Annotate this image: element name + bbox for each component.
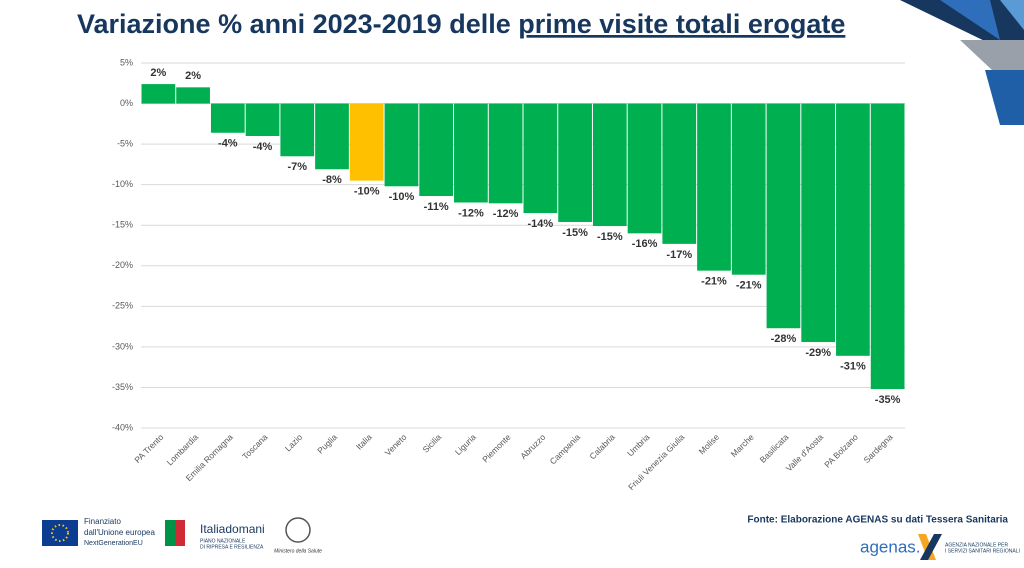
y-tick-label: -40% [112,422,133,432]
eu-stars [51,524,69,542]
data-label: 2% [150,67,166,79]
y-tick-label: -15% [112,220,133,230]
bar [349,103,384,181]
agenas-logo: agenas. [860,537,921,556]
y-tick-label: -10% [112,179,133,189]
x-tick-label: Lombardia [165,432,201,468]
data-label: -4% [218,138,238,150]
bar [766,103,801,329]
bar [836,103,870,356]
bar [315,103,349,170]
bar [558,103,592,222]
y-tick-label: -30% [112,341,133,351]
data-label: -29% [805,347,831,359]
decoration [985,70,1024,125]
chart-title: Variazione % anni 2023-2019 delle prime … [77,9,845,39]
x-tick-label: Valle d'Aosta [784,432,826,474]
bar [662,103,697,244]
data-label: -12% [493,208,519,220]
logo-text: Italiadomani [200,522,265,536]
data-label: -10% [389,191,415,203]
x-tick-label: Molise [697,432,722,457]
data-label: -17% [666,249,692,261]
data-label: -11% [424,201,449,213]
data-label: -15% [562,227,588,239]
x-tick-label: Piemonte [480,432,513,465]
bar [210,103,245,133]
logo-text: PIANO NAZIONALE [200,538,246,544]
data-label: -31% [840,361,866,373]
logo-flag [175,520,185,546]
bar [697,103,731,271]
x-tick-label: Toscana [240,432,270,462]
bar [870,103,905,390]
bar [245,103,280,136]
x-tick-label: Basilicata [758,432,791,465]
x-tick-label: Italia [354,432,374,452]
x-tick-label: Sicilia [420,432,443,455]
eu-flag [42,520,78,546]
data-label: -8% [322,174,342,186]
x-tick-label: Veneto [383,432,409,458]
y-tick-label: -20% [112,260,133,270]
bar [141,84,176,104]
bar [384,103,419,187]
bar [801,103,836,343]
bar [592,103,627,227]
y-tick-label: 0% [120,98,133,108]
x-tick-label: Marche [729,432,756,459]
x-tick-label: Calabria [587,432,617,462]
x-tick-label: Lazio [283,432,305,454]
y-tick-label: 5% [120,57,133,67]
data-label: -7% [287,161,307,173]
agenas-text: AGENZIA NAZIONALE PER [945,542,1008,548]
logo-text: DI RIPRESA E RESILIENZA [200,544,264,550]
data-label: -16% [632,238,658,250]
bar [419,103,454,197]
emblem [285,517,311,543]
data-label: -4% [253,141,273,153]
data-label: -14% [528,218,554,230]
x-tick-label: Liguria [453,432,478,457]
decoration [1000,0,1024,30]
data-label: -10% [354,186,380,198]
y-tick-label: -25% [112,301,133,311]
logo-flag [165,520,175,546]
x-tick-label: Abruzzo [518,432,547,461]
bar [488,103,523,204]
data-label: -12% [458,207,484,219]
eu-text: NextGenerationEU [84,540,143,547]
plot: 5% 0% -5% -10% -15% -20% -25% -30% -35% -40%PA Tr… [112,57,905,492]
bar [454,103,488,203]
y-tick-label: -5% [117,138,133,148]
data-label: -21% [736,280,762,292]
x-tick-label: PA Bolzano [822,432,860,470]
bar [523,103,558,214]
x-tick-label: Umbria [625,432,652,459]
eu-text: dall'Unione europea [84,528,155,537]
agenas-mark [920,534,942,560]
bar [280,103,315,157]
data-label: -28% [771,333,797,345]
decoration [940,0,1000,40]
x-tick-label: PA Trento [132,432,165,465]
y-tick-label: -35% [112,382,133,392]
source: Fonte: Elaborazione AGENAS su dati Tesse… [747,515,1008,526]
logo-text: Ministero della Salute [274,548,322,554]
data-label: -15% [597,231,623,243]
bar [731,103,766,275]
bar [176,87,210,104]
bar [627,103,662,234]
x-tick-label: Sardegna [861,432,894,465]
data-label: -21% [701,276,727,288]
x-tick-label: Puglia [315,432,339,456]
agenas-text: I SERVIZI SANITARI REGIONALI [945,548,1020,554]
data-label: -35% [875,394,901,406]
x-tick-label: Campania [548,432,583,467]
data-label: 2% [185,70,201,82]
eu-text: Finanziato [84,517,121,526]
